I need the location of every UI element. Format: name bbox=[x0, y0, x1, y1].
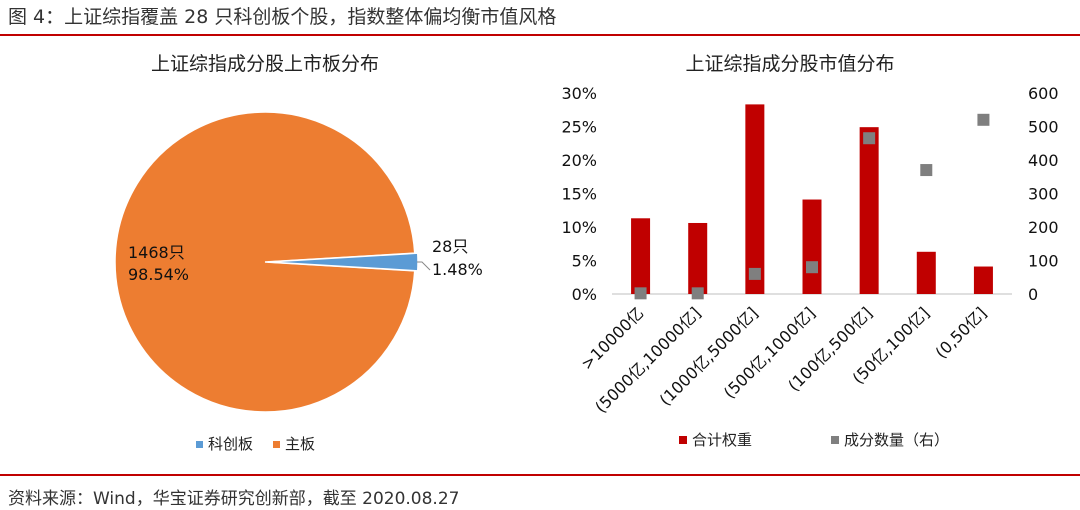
y-left-tick-label: 20% bbox=[561, 151, 597, 170]
bar-legend-swatch-weight bbox=[679, 436, 687, 444]
bar-weight bbox=[802, 199, 822, 294]
bar-weight bbox=[631, 218, 651, 294]
x-tick-label: (1000亿,5000亿] bbox=[656, 303, 762, 409]
pie-label-main-pct: 98.54% bbox=[128, 265, 189, 284]
bar-weight bbox=[688, 222, 708, 294]
pie-legend-label-main: 主板 bbox=[285, 435, 315, 453]
point-count bbox=[634, 287, 647, 300]
figure-title: 图 4：上证综指覆盖 28 只科创板个股，指数整体偏均衡市值风格 bbox=[8, 6, 557, 28]
y-right-tick-label: 300 bbox=[1028, 185, 1059, 204]
y-right-tick-label: 200 bbox=[1028, 218, 1059, 237]
source-note: 资料来源：Wind，华宝证券研究创新部，截至 2020.08.27 bbox=[8, 489, 460, 509]
pie-legend-swatch-main bbox=[273, 441, 280, 448]
pie-label-main-count: 1468只 bbox=[128, 243, 185, 262]
bar-weight bbox=[916, 251, 936, 294]
bar-weight bbox=[973, 266, 993, 294]
point-count bbox=[920, 164, 933, 177]
y-left-tick-label: 10% bbox=[561, 218, 597, 237]
top-rule bbox=[0, 34, 1080, 36]
pie-label-star-count: 28只 bbox=[432, 237, 468, 256]
bar-legend-swatch-count bbox=[831, 436, 839, 444]
pie-chart-title: 上证综指成分股上市板分布 bbox=[151, 53, 379, 75]
y-left-tick-label: 25% bbox=[561, 118, 597, 137]
y-right-tick-label: 500 bbox=[1028, 118, 1059, 137]
point-count bbox=[691, 287, 704, 300]
pie-leader-line bbox=[417, 261, 431, 271]
y-left-tick-label: 5% bbox=[572, 252, 597, 271]
pie-slice-main bbox=[114, 111, 416, 413]
bar-legend-label-count: 成分数量（右） bbox=[844, 431, 949, 449]
y-right-tick-label: 100 bbox=[1028, 252, 1059, 271]
y-left-tick-label: 15% bbox=[561, 185, 597, 204]
bar-chart-title: 上证综指成分股市值分布 bbox=[685, 53, 894, 75]
pie-legend-label-star: 科创板 bbox=[208, 435, 253, 453]
bar-weight bbox=[859, 127, 879, 294]
y-left-tick-label: 0% bbox=[572, 285, 597, 304]
x-tick-label: (0,50亿] bbox=[931, 303, 990, 362]
x-tick-label: (5000亿,10000亿] bbox=[591, 303, 704, 416]
bottom-rule bbox=[0, 474, 1080, 476]
point-count bbox=[863, 132, 876, 145]
y-right-tick-label: 600 bbox=[1028, 84, 1059, 103]
y-left-tick-label: 30% bbox=[561, 84, 597, 103]
point-count bbox=[977, 113, 990, 126]
bar-legend-label-weight: 合计权重 bbox=[692, 431, 752, 449]
bar-weight bbox=[745, 104, 765, 294]
pie-label-star-pct: 1.48% bbox=[432, 260, 483, 279]
point-count bbox=[748, 267, 761, 280]
y-right-tick-label: 0 bbox=[1028, 285, 1038, 304]
pie-legend-swatch-star bbox=[196, 441, 203, 448]
point-count bbox=[806, 261, 818, 274]
y-right-tick-label: 400 bbox=[1028, 151, 1059, 170]
